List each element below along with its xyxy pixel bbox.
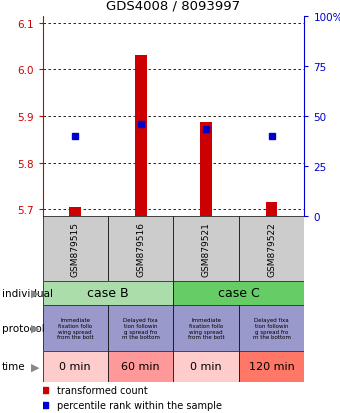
Text: individual: individual bbox=[2, 288, 53, 298]
Bar bbox=[173, 306, 239, 351]
Text: ▶: ▶ bbox=[31, 361, 40, 372]
Text: ▶: ▶ bbox=[31, 288, 40, 298]
Bar bbox=[135, 56, 147, 217]
Title: GDS4008 / 8093997: GDS4008 / 8093997 bbox=[106, 0, 240, 12]
Text: transformed count: transformed count bbox=[57, 385, 148, 395]
Text: Delayed fixa
tion followin
g spread fro
m the bottom: Delayed fixa tion followin g spread fro … bbox=[253, 317, 291, 339]
Text: Delayed fixa
tion followin
g spread fro
m the bottom: Delayed fixa tion followin g spread fro … bbox=[122, 317, 160, 339]
Bar bbox=[200, 123, 212, 217]
Bar bbox=[173, 281, 304, 306]
Bar bbox=[266, 202, 277, 217]
Text: 60 min: 60 min bbox=[121, 361, 160, 372]
Bar bbox=[239, 217, 304, 281]
Text: time: time bbox=[2, 361, 25, 372]
Bar bbox=[42, 306, 108, 351]
Bar bbox=[108, 217, 173, 281]
Bar bbox=[108, 351, 173, 382]
Text: 120 min: 120 min bbox=[249, 361, 294, 372]
Text: ▶: ▶ bbox=[31, 323, 40, 333]
Text: GSM879515: GSM879515 bbox=[71, 221, 80, 276]
Bar bbox=[42, 217, 108, 281]
Text: Immediate
fixation follo
wing spread
from the bott: Immediate fixation follo wing spread fro… bbox=[188, 317, 224, 339]
Bar bbox=[69, 207, 81, 217]
Text: GSM879522: GSM879522 bbox=[267, 221, 276, 276]
Bar bbox=[173, 217, 239, 281]
Bar bbox=[239, 306, 304, 351]
Bar bbox=[239, 351, 304, 382]
Bar bbox=[42, 281, 173, 306]
Text: case C: case C bbox=[218, 287, 260, 300]
Text: Immediate
fixation follo
wing spread
from the bott: Immediate fixation follo wing spread fro… bbox=[57, 317, 94, 339]
Text: protocol: protocol bbox=[2, 323, 45, 333]
Bar bbox=[173, 351, 239, 382]
Text: case B: case B bbox=[87, 287, 129, 300]
Text: percentile rank within the sample: percentile rank within the sample bbox=[57, 400, 222, 410]
Text: GSM879516: GSM879516 bbox=[136, 221, 145, 276]
Text: 0 min: 0 min bbox=[190, 361, 222, 372]
Bar bbox=[108, 306, 173, 351]
Text: 0 min: 0 min bbox=[59, 361, 91, 372]
Text: GSM879521: GSM879521 bbox=[202, 221, 210, 276]
Bar bbox=[42, 351, 108, 382]
